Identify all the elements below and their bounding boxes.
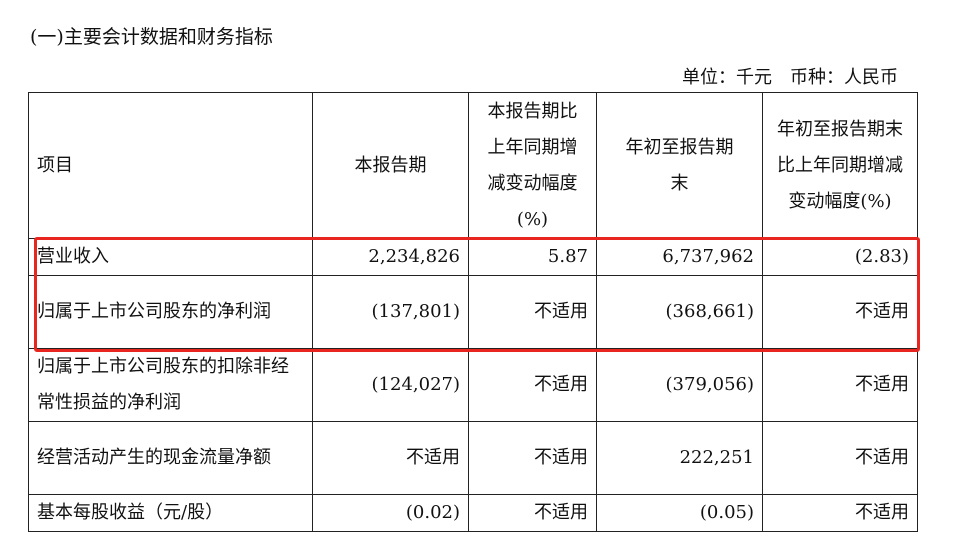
table-row: 归属于上市公司股东的扣除非经常性损益的净利润 (124,027) 不适用 (37…: [28, 348, 918, 422]
header-current-change: 本报告期比上年同期增减变动幅度(%): [468, 92, 597, 239]
cell: (368,661): [596, 275, 763, 349]
row-label: 经营活动产生的现金流量净额: [28, 421, 313, 495]
cell: (0.05): [596, 494, 763, 532]
header-current-period: 本报告期: [312, 92, 469, 239]
cell: 2,234,826: [312, 238, 469, 276]
cell: 不适用: [468, 348, 597, 422]
row-label: 基本每股收益（元/股）: [28, 494, 313, 532]
unit-note: 单位：千元 币种：人民币: [682, 67, 898, 88]
section-title: (一)主要会计数据和财务指标: [30, 26, 273, 48]
row-label: 归属于上市公司股东的净利润: [28, 275, 313, 349]
cell: (2.83): [762, 238, 918, 276]
cell: 5.87: [468, 238, 597, 276]
cell: (379,056): [596, 348, 763, 422]
cell: 不适用: [468, 421, 597, 495]
row-label: 营业收入: [28, 238, 313, 276]
header-row: 项目 本报告期 本报告期比上年同期增减变动幅度(%) 年初至报告期末 年初至报告…: [28, 92, 918, 239]
cell: 不适用: [468, 494, 597, 532]
cell: 不适用: [312, 421, 469, 495]
cell: 不适用: [762, 421, 918, 495]
header-ytd: 年初至报告期末: [596, 92, 763, 239]
cell: 不适用: [762, 348, 918, 422]
cell: 不适用: [762, 494, 918, 532]
table-row: 营业收入 2,234,826 5.87 6,737,962 (2.83): [28, 238, 918, 276]
financial-data-table: 项目 本报告期 本报告期比上年同期增减变动幅度(%) 年初至报告期末 年初至报告…: [28, 92, 918, 532]
cell: 不适用: [468, 275, 597, 349]
cell: (137,801): [312, 275, 469, 349]
table-row: 经营活动产生的现金流量净额 不适用 不适用 222,251 不适用: [28, 421, 918, 495]
table-row: 归属于上市公司股东的净利润 (137,801) 不适用 (368,661) 不适…: [28, 275, 918, 349]
header-ytd-change: 年初至报告期末比上年同期增减变动幅度(%): [762, 92, 918, 239]
header-item: 项目: [28, 92, 313, 239]
row-label: 归属于上市公司股东的扣除非经常性损益的净利润: [28, 348, 313, 422]
cell: 222,251: [596, 421, 763, 495]
cell: (0.02): [312, 494, 469, 532]
cell: 6,737,962: [596, 238, 763, 276]
table-row: 基本每股收益（元/股） (0.02) 不适用 (0.05) 不适用: [28, 494, 918, 532]
cell: 不适用: [762, 275, 918, 349]
cell: (124,027): [312, 348, 469, 422]
